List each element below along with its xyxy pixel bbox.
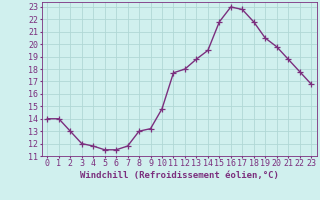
X-axis label: Windchill (Refroidissement éolien,°C): Windchill (Refroidissement éolien,°C) xyxy=(80,171,279,180)
